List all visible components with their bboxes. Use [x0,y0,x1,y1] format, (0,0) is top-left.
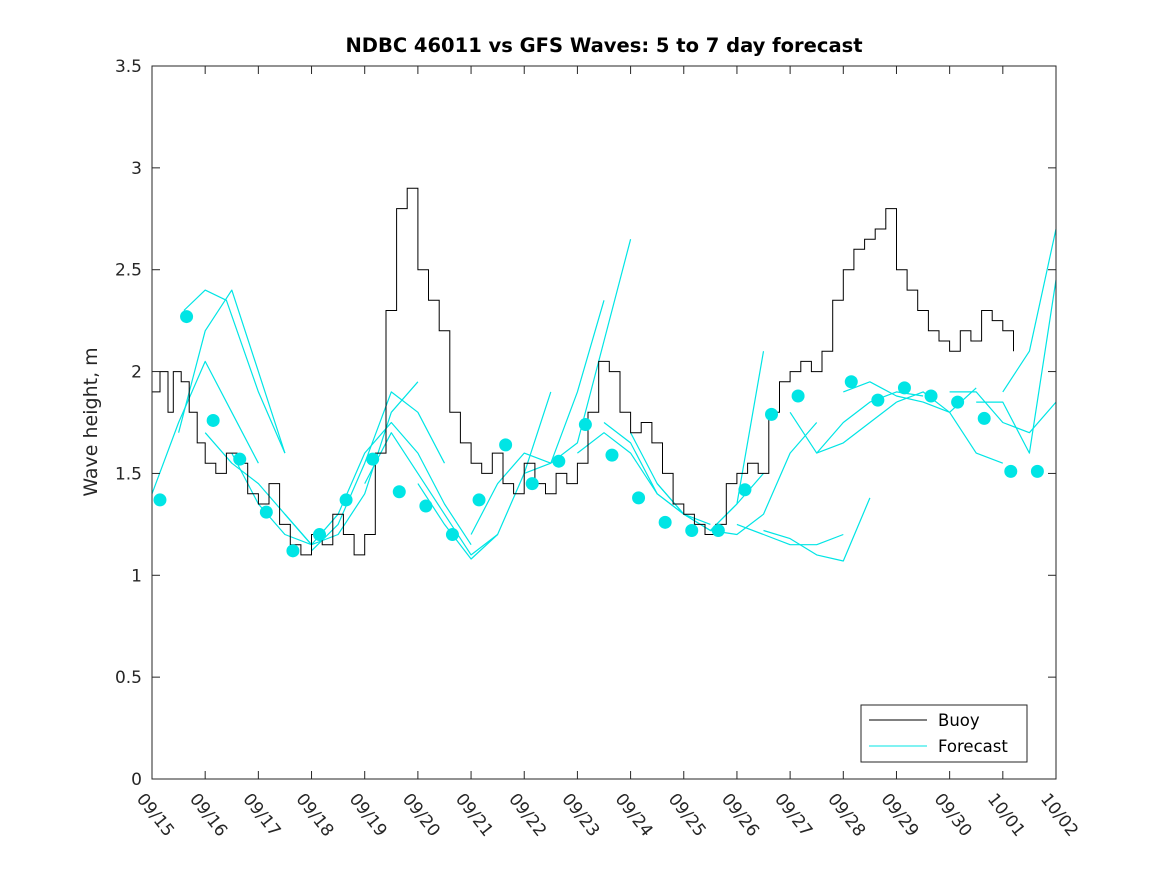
x-tick-label: 09/21 [451,790,497,841]
forecast-series-line [337,421,472,546]
forecast-marker [658,515,672,529]
x-tick-label: 09/26 [717,790,763,841]
forecast-marker [206,413,220,427]
x-tick-label: 09/27 [770,790,816,841]
x-tick-label: 09/18 [292,790,338,841]
forecast-series-line [1002,228,1057,393]
forecast-marker [791,389,805,403]
forecast-marker [578,418,592,432]
forecast-series-line [603,422,711,525]
x-tick-label: 09/20 [398,790,444,841]
forecast-series-line [178,289,286,454]
legend-buoy-label: Buoy [938,711,980,730]
forecast-marker [977,411,991,425]
forecast-series-line [284,381,419,546]
forecast-marker [738,483,752,497]
forecast-series-line [763,497,871,562]
forecast-marker [366,452,380,466]
legend-box [860,704,1028,763]
forecast-series-line [789,401,897,454]
forecast-series-line [896,391,1004,464]
y-tick-label: 2.5 [115,261,142,281]
y-tick-label: 3.5 [115,57,142,77]
x-tick-label: 10/01 [983,790,1029,841]
forecast-marker [711,523,725,537]
legend: Buoy Forecast [860,704,1028,763]
x-tick-label: 09/23 [557,790,603,841]
y-tick-label: 1.5 [115,464,142,484]
forecast-marker [419,499,433,513]
x-tick-label: 09/15 [132,790,178,841]
y-tick-label: 1 [131,566,142,586]
forecast-marker [924,389,938,403]
forecast-series-line [470,300,605,535]
forecast-marker [180,310,194,324]
forecast-marker [605,448,619,462]
forecast-marker [525,477,539,491]
forecast-marker [897,381,911,395]
y-tick-label: 0.5 [115,668,142,688]
x-tick-label: 09/24 [611,790,657,841]
y-tick-label: 0 [131,770,142,790]
forecast-marker [445,528,459,542]
x-tick-label: 09/29 [877,790,923,841]
forecast-marker [844,375,858,389]
forecast-marker [685,523,699,537]
plot-frame [151,65,1057,780]
forecast-marker [259,505,273,519]
x-tick-label: 09/22 [504,790,550,841]
forecast-marker [871,393,885,407]
chart-title: NDBC 46011 vs GFS Waves: 5 to 7 day fore… [345,34,862,57]
forecast-marker [632,491,646,505]
forecast-marker [951,395,965,409]
forecast-marker [1030,464,1044,478]
forecast-series-line [417,391,552,560]
forecast-series-line [523,239,632,474]
forecast-marker [153,493,167,507]
forecast-marker [339,493,353,507]
forecast-series-line [311,391,446,552]
buoy-series-line [152,187,1014,556]
y-axis-label: Wave height, m [80,347,102,496]
forecast-marker [1004,464,1018,478]
legend-forecast-label: Forecast [938,737,1008,756]
x-tick-label: 09/19 [345,790,391,841]
forecast-series-line [736,523,844,546]
forecast-series-line [183,289,286,454]
x-tick-label: 09/25 [664,790,710,841]
forecast-marker [552,454,566,468]
forecast-series-line [949,391,1057,434]
forecast-marker [392,485,406,499]
x-tick-label: 10/02 [1036,790,1082,841]
forecast-marker [472,493,486,507]
forecast-series-line [151,360,259,495]
x-tick-label: 09/17 [238,790,284,841]
forecast-marker [286,544,300,558]
forecast-marker [233,452,247,466]
forecast-series-line [843,381,977,413]
x-tick-label: 09/30 [930,790,976,841]
forecast-series-line [976,279,1057,454]
forecast-marker [765,407,779,421]
x-tick-label: 09/28 [823,790,869,841]
y-tick-label: 3 [131,159,142,179]
forecast-series-line [364,432,498,556]
y-tick-label: 2 [131,363,142,383]
x-tick-label: 09/16 [185,790,231,841]
forecast-marker [313,528,327,542]
forecast-series-line [710,422,818,536]
forecast-marker [499,438,513,452]
